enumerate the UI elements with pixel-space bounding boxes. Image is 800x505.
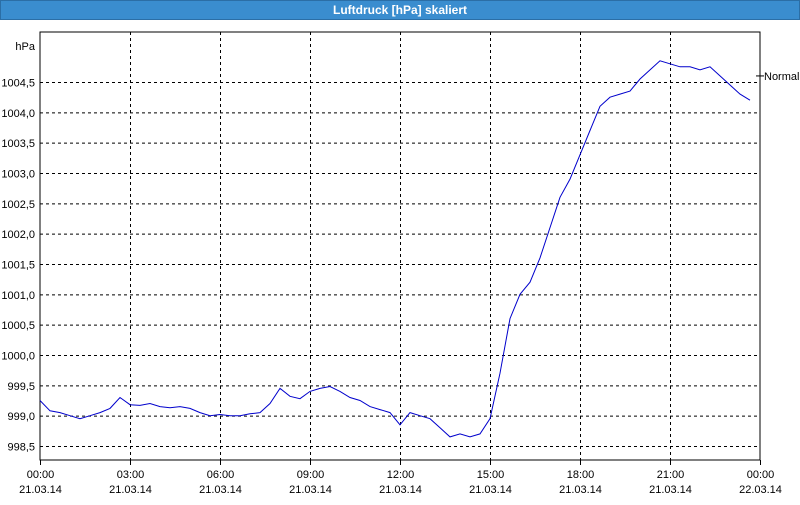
y-tick-label: 1003,0: [1, 169, 35, 181]
y-tick-label: 1002,0: [1, 229, 35, 241]
x-tick-time-label: 09:00: [297, 469, 325, 481]
y-tick-label: 998,5: [7, 442, 35, 454]
y-tick-label: 999,0: [7, 411, 35, 423]
x-tick-time-label: 12:00: [387, 469, 415, 481]
x-tick-time-label: 18:00: [567, 469, 595, 481]
x-tick-time-label: 03:00: [117, 469, 145, 481]
y-tick-label: 999,5: [7, 381, 35, 393]
x-tick-time-label: 00:00: [747, 469, 775, 481]
x-tick-date-label: 21.03.14: [469, 484, 512, 496]
y-tick-label: 1004,5: [1, 78, 35, 90]
x-tick-time-label: 00:00: [27, 469, 55, 481]
y-tick-label: 1000,0: [1, 351, 35, 363]
y-tick-label: 1001,5: [1, 260, 35, 272]
x-tick-date-label: 21.03.14: [649, 484, 692, 496]
y-tick-label: 1004,0: [1, 108, 35, 120]
plot-frame: [39, 31, 761, 461]
pressure-series-line: [39, 60, 751, 438]
x-tick-date-label: 21.03.14: [379, 484, 422, 496]
y-axis-label: hPa: [15, 41, 35, 53]
y-tick-label: 1000,5: [1, 320, 35, 332]
window-title: Luftdruck [hPa] skaliert: [0, 0, 800, 20]
x-tick-time-label: 06:00: [207, 469, 235, 481]
x-tick-date-label: 21.03.14: [109, 484, 152, 496]
y-tick-label: 1003,5: [1, 138, 35, 150]
y-tick-label: 1002,5: [1, 199, 35, 211]
x-tick-date-label: 21.03.14: [199, 484, 242, 496]
y-tick-label: 1001,0: [1, 290, 35, 302]
x-tick-date-label: 21.03.14: [559, 484, 602, 496]
chart-area: 998,5 999,0 999,5 1000,0 1000,5 1001,0 1001,5 1…: [0, 20, 800, 500]
normal-label: Normal: [764, 71, 799, 83]
x-tick-time-label: 21:00: [657, 469, 685, 481]
pressure-chart: 998,5 999,0 999,5 1000,0 1000,5 1001,0 1001,5 1…: [1, 31, 799, 496]
x-tick-date-label: 21.03.14: [289, 484, 332, 496]
x-tick-date-label: 21.03.14: [19, 484, 62, 496]
x-tick-time-label: 15:00: [477, 469, 505, 481]
x-tick-date-label: 22.03.14: [739, 484, 782, 496]
